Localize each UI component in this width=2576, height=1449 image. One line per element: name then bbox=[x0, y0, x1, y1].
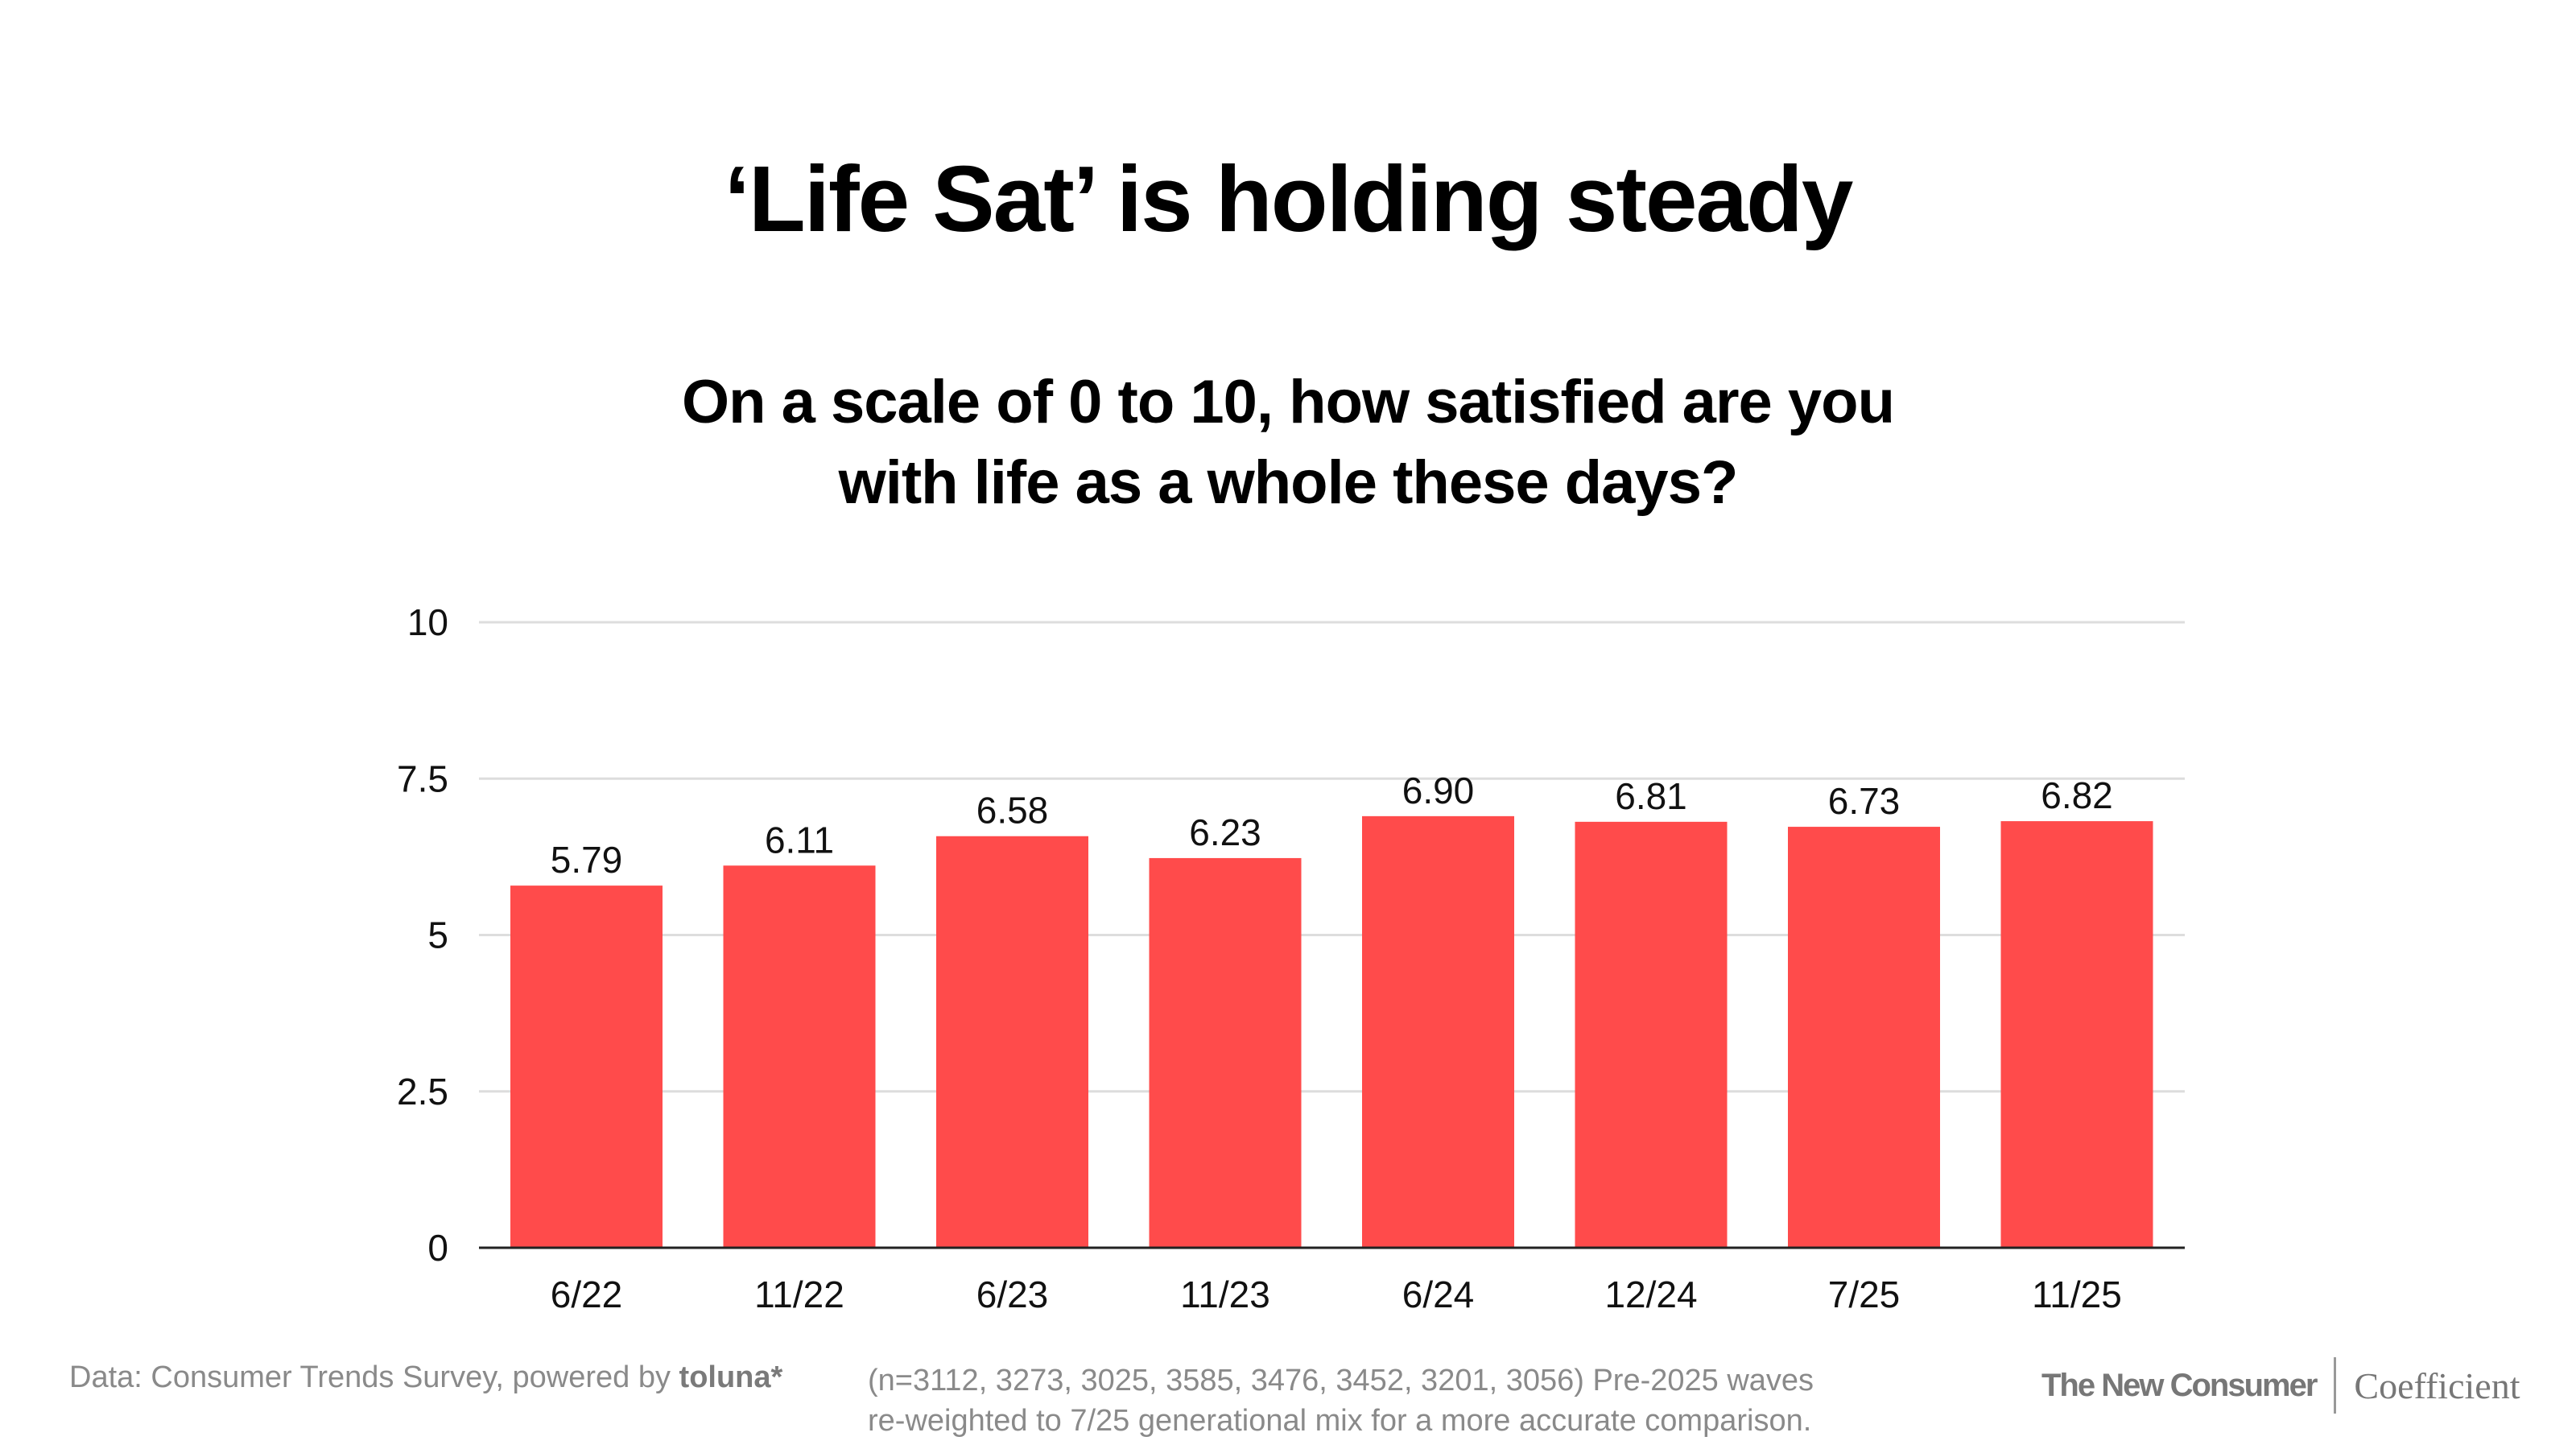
subtitle-line-1: On a scale of 0 to 10, how satisfied are… bbox=[681, 368, 1895, 436]
sample-note: (n=3112, 3273, 3025, 3585, 3476, 3452, 3… bbox=[868, 1360, 1814, 1441]
data-label: 6.11 bbox=[765, 819, 834, 861]
data-label: 6.58 bbox=[976, 790, 1049, 832]
y-tick-label: 0 bbox=[427, 1227, 448, 1269]
x-tick-label: 7/25 bbox=[1828, 1274, 1901, 1315]
source-text: Data: Consumer Trends Survey, powered by bbox=[69, 1360, 671, 1394]
toluna-logo: toluna* bbox=[679, 1360, 783, 1394]
bar bbox=[936, 836, 1088, 1248]
the-new-consumer-logo: The New Consumer bbox=[2041, 1367, 2318, 1403]
x-tick-label: 6/24 bbox=[1402, 1274, 1475, 1315]
bar bbox=[1362, 815, 1514, 1248]
coefficient-logo: Coefficient bbox=[2354, 1364, 2520, 1406]
data-label: 6.82 bbox=[2041, 774, 2113, 816]
sample-note-line-2: re-weighted to 7/25 generational mix for… bbox=[868, 1404, 1812, 1438]
x-tick-label: 11/23 bbox=[1180, 1274, 1270, 1315]
x-tick-label: 12/24 bbox=[1604, 1274, 1697, 1315]
bar bbox=[723, 865, 876, 1248]
bar bbox=[1788, 827, 1940, 1248]
x-tick-label: 6/23 bbox=[976, 1274, 1049, 1315]
x-tick-label: 11/25 bbox=[2032, 1274, 2122, 1315]
bar bbox=[2000, 821, 2153, 1248]
data-label: 6.81 bbox=[1615, 775, 1687, 817]
x-tick-label: 11/22 bbox=[754, 1274, 844, 1315]
y-tick-label: 5 bbox=[427, 914, 448, 956]
data-label: 5.79 bbox=[551, 839, 623, 881]
chart-subtitle: On a scale of 0 to 10, how satisfied are… bbox=[0, 362, 2576, 523]
source-note: Data: Consumer Trends Survey, powered by… bbox=[69, 1360, 782, 1395]
bar bbox=[1575, 821, 1728, 1248]
subtitle-line-2: with life as a whole these days? bbox=[838, 448, 1739, 517]
data-label: 6.73 bbox=[1828, 780, 1901, 822]
x-tick-label: 6/22 bbox=[551, 1274, 623, 1315]
chart-title: ‘Life Sat’ is holding steady bbox=[724, 147, 1854, 251]
brand-logos: The New Consumer Coefficient bbox=[2041, 1357, 2520, 1414]
sample-note-line-1: (n=3112, 3273, 3025, 3585, 3476, 3452, 3… bbox=[868, 1364, 1814, 1397]
brand-divider bbox=[2334, 1357, 2337, 1414]
bar bbox=[510, 886, 663, 1248]
data-label: 6.90 bbox=[1402, 770, 1475, 811]
data-label: 6.23 bbox=[1189, 811, 1261, 853]
y-tick-label: 2.5 bbox=[397, 1071, 448, 1113]
bar bbox=[1149, 857, 1302, 1248]
y-tick-label: 7.5 bbox=[397, 758, 448, 799]
y-tick-label: 10 bbox=[407, 601, 448, 643]
